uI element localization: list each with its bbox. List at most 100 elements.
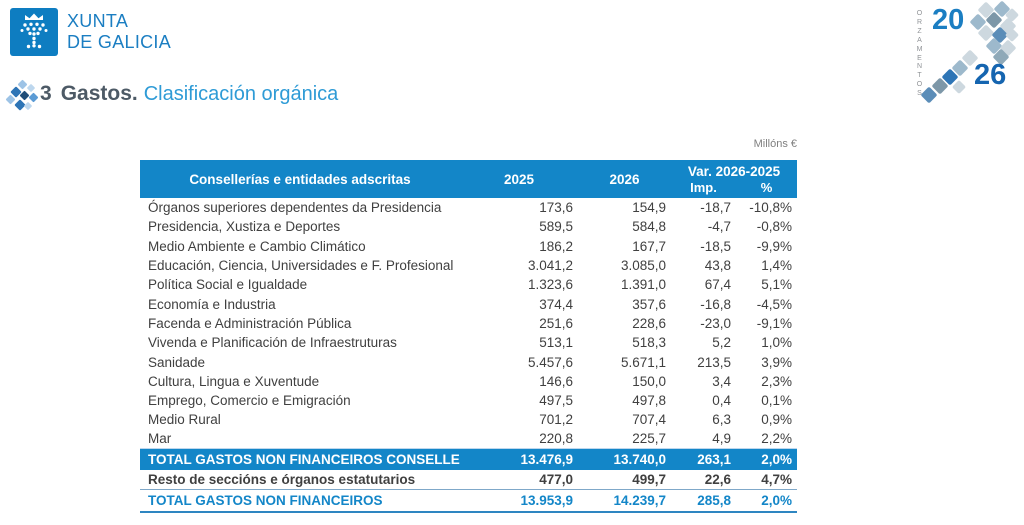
row-imp: 22,6 xyxy=(671,469,736,491)
row-label: Resto de seccións e órganos estatutarios xyxy=(140,469,460,491)
row-imp: 43,8 xyxy=(704,258,731,274)
row-label: Medio Ambiente e Cambio Climático xyxy=(148,238,366,254)
row-imp: -4,7 xyxy=(707,219,731,235)
cube-tile xyxy=(26,83,36,93)
table-totals: TOTAL GASTOS NON FINANCEIROS CONSELLERÍA… xyxy=(140,448,797,513)
row-2026: 584,8 xyxy=(632,219,666,235)
brand-wordmark: XUNTA DE GALICIA xyxy=(67,11,171,53)
table-row: Economía e Industria 374,4 357,6 -16,8 -… xyxy=(140,294,797,313)
row-2026: 497,8 xyxy=(632,393,666,409)
row-2026: 357,6 xyxy=(632,296,666,312)
row-label: TOTAL GASTOS NON FINANCEIROS xyxy=(140,489,460,513)
total-general-row: TOTAL GASTOS NON FINANCEIROS 13.953,9 14… xyxy=(140,489,797,513)
page-title-text: Gastos. xyxy=(60,82,138,105)
row-label: Educación, Ciencia, Universidades e F. P… xyxy=(148,258,454,274)
table-row: Vivenda e Planificación de Infraestrutur… xyxy=(140,333,797,352)
row-pct: -10,8% xyxy=(749,200,792,216)
row-imp: 263,1 xyxy=(671,448,736,470)
table-row: Política Social e Igualdade 1.323,6 1.39… xyxy=(140,275,797,294)
row-imp: 213,5 xyxy=(697,354,731,370)
row-label: Mar xyxy=(148,431,172,447)
row-label: Vivenda e Planificación de Infraestrutur… xyxy=(148,335,397,351)
row-2025: 146,6 xyxy=(539,373,573,389)
row-pct: -9,1% xyxy=(756,315,792,331)
row-2025: 589,5 xyxy=(539,219,573,235)
total-consellerias-row: TOTAL GASTOS NON FINANCEIROS CONSELLERÍA… xyxy=(140,448,797,470)
row-pct: 2,3% xyxy=(761,373,792,389)
table-row: Facenda e Administración Pública 251,6 2… xyxy=(140,314,797,333)
row-pct: 2,2% xyxy=(761,431,792,447)
row-label: Cultura, Lingua e Xuventude xyxy=(148,373,320,389)
orzamentos-vertical-label: ORZAMENTOS xyxy=(916,10,923,98)
table-row: Medio Ambiente e Cambio Climático 186,2 … xyxy=(140,237,797,256)
page-title-number: 3 xyxy=(40,82,52,105)
row-2025: 220,8 xyxy=(539,431,573,447)
table-header: Consellerías e entidades adscritas 2025 … xyxy=(140,160,797,198)
row-2025: 513,1 xyxy=(539,335,573,351)
brand-wordmark-line2: DE GALICIA xyxy=(67,32,172,52)
row-2026: 150,0 xyxy=(632,373,666,389)
xunta-crest-icon xyxy=(10,8,58,56)
row-pct: 0,9% xyxy=(761,412,792,428)
table-row: Medio Rural 701,2 707,4 6,3 0,9% xyxy=(140,410,797,429)
row-2026: 14.239,7 xyxy=(578,489,671,513)
row-imp: 4,9 xyxy=(712,431,731,447)
row-pct: -0,8% xyxy=(756,219,792,235)
row-imp: -23,0 xyxy=(700,315,731,331)
row-pct: -9,9% xyxy=(756,238,792,254)
table-row: Órganos superiores dependentes da Presid… xyxy=(140,198,797,217)
row-pct: -4,5% xyxy=(756,296,792,312)
year-top: 20 xyxy=(932,4,965,36)
row-imp: -18,5 xyxy=(700,238,731,254)
table-row: Emprego, Comercio e Emigración 497,5 497… xyxy=(140,391,797,410)
row-2025: 186,2 xyxy=(539,238,573,254)
header-pct: % xyxy=(736,180,797,198)
row-2026: 154,9 xyxy=(632,200,666,216)
budget-table-area: Millóns € Consellerías e entidades adscr… xyxy=(140,138,797,513)
row-pct: 2,0% xyxy=(736,448,797,470)
mosaic-tile xyxy=(951,79,967,95)
row-label: Medio Rural xyxy=(148,412,221,428)
row-2026: 1.391,0 xyxy=(620,277,666,293)
row-2026: 13.740,0 xyxy=(578,448,671,470)
table-row: Cultura, Lingua e Xuventude 146,6 150,0 … xyxy=(140,372,797,391)
row-2026: 499,7 xyxy=(578,469,671,491)
row-imp: 3,4 xyxy=(712,373,731,389)
page-title: 3 Gastos. Clasificación orgánica xyxy=(40,82,338,106)
year-bottom: 26 xyxy=(974,59,1007,91)
row-label: Economía e Industria xyxy=(148,296,276,312)
row-imp: 5,2 xyxy=(712,335,731,351)
brand-wordmark-line1: XUNTA xyxy=(67,11,129,31)
units-note: Millóns € xyxy=(753,138,797,150)
row-pct: 1,4% xyxy=(761,258,792,274)
row-imp: 67,4 xyxy=(704,277,731,293)
row-imp: 285,8 xyxy=(671,489,736,513)
cube-tile xyxy=(28,92,39,103)
row-2025: 173,6 xyxy=(539,200,573,216)
row-pct: 2,0% xyxy=(736,489,797,513)
row-2026: 225,7 xyxy=(632,431,666,447)
row-2025: 13.953,9 xyxy=(460,489,578,513)
table-row: Sanidade 5.457,6 5.671,1 213,5 3,9% xyxy=(140,352,797,371)
row-2025: 1.323,6 xyxy=(527,277,573,293)
brand: XUNTA DE GALICIA xyxy=(10,8,171,56)
row-imp: -16,8 xyxy=(700,296,731,312)
table-row: Presidencia, Xustiza e Deportes 589,5 58… xyxy=(140,217,797,236)
row-pct: 0,1% xyxy=(761,393,792,409)
row-pct: 4,7% xyxy=(736,469,797,491)
table-row: Mar 220,8 225,7 4,9 2,2% xyxy=(140,430,797,449)
header-2026: 2026 xyxy=(578,160,671,198)
cube-tile xyxy=(19,90,30,101)
resto-seccions-row: Resto de seccións e órganos estatutarios… xyxy=(140,469,797,491)
row-label: Facenda e Administración Pública xyxy=(148,315,352,331)
row-2025: 5.457,6 xyxy=(527,354,573,370)
row-label: Política Social e Igualdade xyxy=(148,277,308,293)
table-body: Órganos superiores dependentes da Presid… xyxy=(140,198,797,449)
header-consellerias: Consellerías e entidades adscritas xyxy=(140,160,460,198)
row-2025: 251,6 xyxy=(539,315,573,331)
row-2025: 701,2 xyxy=(539,412,573,428)
row-2026: 5.671,1 xyxy=(620,354,666,370)
row-2025: 477,0 xyxy=(460,469,578,491)
row-2026: 167,7 xyxy=(632,238,666,254)
